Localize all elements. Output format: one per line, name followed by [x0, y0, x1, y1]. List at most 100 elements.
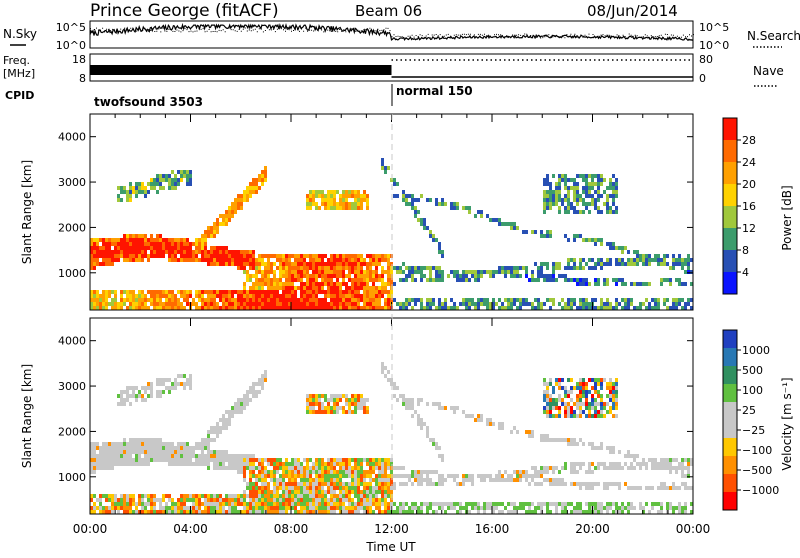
power-cell — [573, 190, 576, 194]
velocity-cell — [255, 486, 258, 490]
power-cell — [354, 194, 357, 198]
power-cell — [252, 294, 255, 298]
power-cell — [168, 298, 171, 302]
velocity-cell — [261, 374, 264, 378]
power-cell — [105, 250, 108, 254]
velocity-cell — [336, 470, 339, 474]
power-cell — [348, 262, 351, 266]
velocity-cell — [405, 474, 408, 478]
velocity-cell — [138, 502, 141, 506]
power-cell — [579, 282, 582, 286]
cpid-segment-1: twofsound 3503 — [94, 95, 203, 109]
power-cell — [168, 302, 171, 306]
power-cell — [105, 238, 108, 242]
power-cell — [120, 306, 123, 310]
velocity-cell — [528, 434, 531, 438]
velocity-cell — [198, 510, 201, 514]
velocity-cell — [441, 458, 444, 462]
velocity-cell — [579, 506, 582, 510]
power-cell — [471, 302, 474, 306]
velocity-cell — [210, 454, 213, 458]
power-cell — [432, 234, 435, 238]
power-cell — [120, 254, 123, 258]
power-cell — [363, 286, 366, 290]
velocity-cell — [285, 486, 288, 490]
power-cell — [156, 242, 159, 246]
velocity-cell — [240, 410, 243, 414]
velocity-cell — [573, 414, 576, 418]
power-cell — [570, 298, 573, 302]
power-cell — [492, 302, 495, 306]
velocity-cell — [369, 466, 372, 470]
velocity-cell — [120, 462, 123, 466]
power-cell — [483, 270, 486, 274]
power-cell — [354, 290, 357, 294]
power-cell — [249, 250, 252, 254]
velocity-cell — [321, 486, 324, 490]
power-cell — [291, 278, 294, 282]
power-cell — [438, 242, 441, 246]
power-cell — [375, 302, 378, 306]
power-cell — [342, 190, 345, 194]
velocity-cell — [168, 498, 171, 502]
velocity-cell — [426, 478, 429, 482]
power-cell — [168, 258, 171, 262]
power-cell — [585, 190, 588, 194]
power-cell — [234, 198, 237, 202]
power-cell — [273, 290, 276, 294]
velocity-cell — [501, 474, 504, 478]
velocity-cell — [195, 442, 198, 446]
power-cell — [687, 266, 690, 270]
velocity-cell — [573, 410, 576, 414]
power-cell — [339, 254, 342, 258]
power-cell — [351, 282, 354, 286]
power-cell — [438, 302, 441, 306]
velocity-cell — [246, 398, 249, 402]
velocity-cell — [225, 498, 228, 502]
velocity-cell — [516, 478, 519, 482]
power-cell — [549, 186, 552, 190]
power-cell — [174, 298, 177, 302]
velocity-cell — [300, 474, 303, 478]
power-cell — [690, 298, 693, 302]
power-cell — [567, 278, 570, 282]
power-cell — [114, 294, 117, 298]
velocity-cell — [657, 502, 660, 506]
velocity-cell — [624, 506, 627, 510]
velocity-cell — [144, 458, 147, 462]
velocity-cell — [474, 506, 477, 510]
power-cell — [297, 262, 300, 266]
power-cell — [156, 174, 159, 178]
power-cell — [468, 210, 471, 214]
velocity-cell — [213, 454, 216, 458]
power-cell — [174, 306, 177, 310]
power-cell — [237, 254, 240, 258]
power-cell — [336, 262, 339, 266]
power-cell — [540, 274, 543, 278]
power-cell — [522, 230, 525, 234]
velocity-cell — [369, 486, 372, 490]
power-cell — [141, 186, 144, 190]
nave-tick-top: 80 — [699, 53, 713, 66]
velocity-cell — [330, 394, 333, 398]
power-cell — [570, 306, 573, 310]
velocity-cell — [285, 502, 288, 506]
velocity-cell — [291, 486, 294, 490]
velocity-cell — [651, 462, 654, 466]
power-cell — [387, 270, 390, 274]
power-cell — [552, 298, 555, 302]
power-cell — [135, 294, 138, 298]
velocity-cell — [639, 462, 642, 466]
power-cell — [348, 302, 351, 306]
power-cell — [435, 274, 438, 278]
velocity-cell — [642, 458, 645, 462]
power-cell — [276, 302, 279, 306]
power-cell — [177, 242, 180, 246]
velocity-cell — [426, 506, 429, 510]
power-cell — [597, 262, 600, 266]
power-cell — [180, 178, 183, 182]
power-cell — [267, 302, 270, 306]
velocity-cell — [582, 402, 585, 406]
power-cell — [342, 262, 345, 266]
power-cell — [468, 270, 471, 274]
